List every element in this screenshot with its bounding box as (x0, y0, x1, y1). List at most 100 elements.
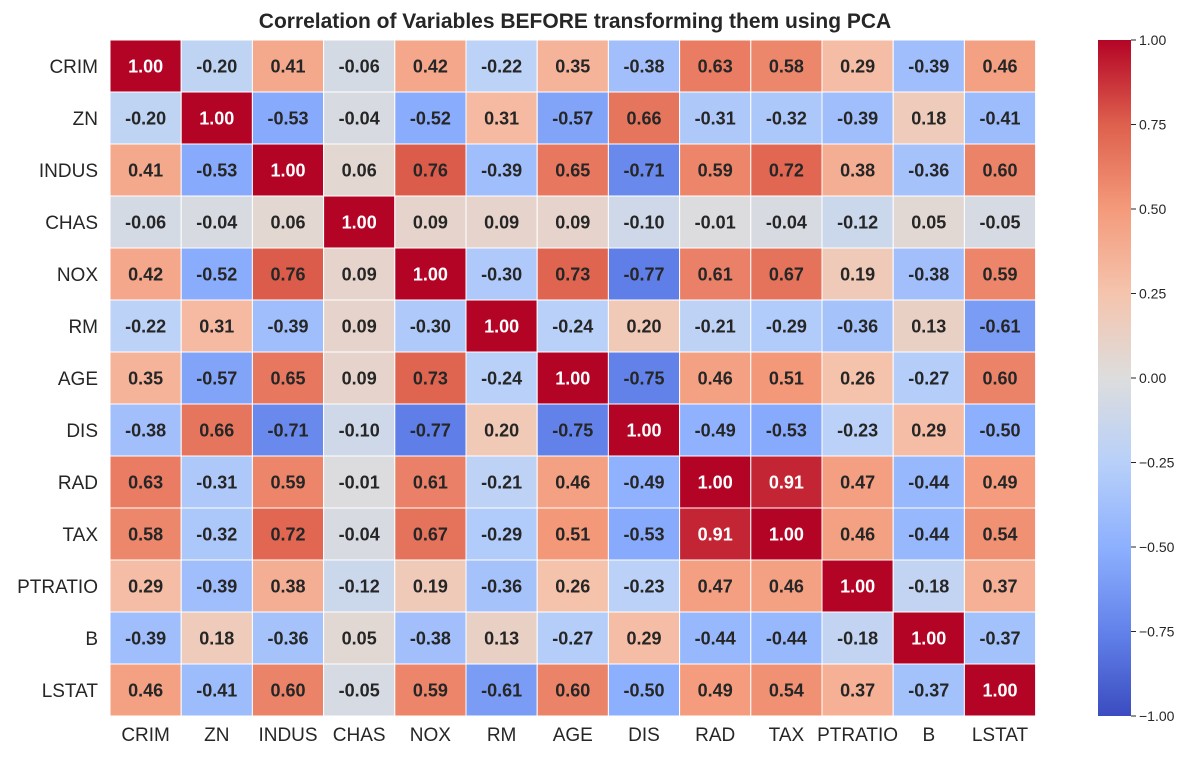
heatmap-cell-b-chas (323, 611, 396, 665)
cell-value-label: 0.76 (270, 265, 305, 285)
heatmap-cell-lstat-chas (323, 663, 396, 717)
cell-value-label: 0.09 (413, 213, 448, 233)
cell-value-label: 0.47 (698, 577, 733, 597)
cell-value-label: -0.22 (125, 317, 166, 337)
heatmap-cell-nox-b (892, 247, 965, 301)
cell-value-label: -0.39 (481, 161, 522, 181)
cell-value-label: -0.57 (196, 369, 237, 389)
heatmap-cell-ptratio-b (892, 559, 965, 613)
heatmap-cell-tax-chas (323, 507, 396, 561)
heatmap-cell-chas-lstat (963, 195, 1037, 249)
x-tick-label-rad: RAD (695, 725, 735, 746)
heatmap-cell-b-ptratio (821, 611, 894, 665)
heatmap-cell-lstat-crim (109, 663, 182, 717)
heatmap-cell-age-nox (394, 351, 467, 405)
cell-value-label: 0.37 (840, 681, 875, 701)
heatmap-cell-rm-lstat (963, 299, 1037, 353)
cell-value-label: 1.00 (698, 473, 733, 493)
heatmap-cell-rad-crim (109, 455, 182, 509)
heatmap-cell-rm-dis (607, 299, 681, 353)
heatmap-cell-rad-rad (679, 455, 752, 509)
heatmap-cell-b-indus (251, 611, 325, 665)
cell-value-label: -0.41 (196, 681, 237, 701)
cell-value-label: 1.00 (982, 681, 1017, 701)
cell-value-label: 0.38 (270, 577, 305, 597)
colorbar-tick-label: 0.00 (1139, 370, 1166, 386)
cell-value-label: 0.26 (840, 369, 875, 389)
heatmap-cell-tax-nox (394, 507, 467, 561)
cell-value-label: 0.06 (342, 161, 377, 181)
cell-value-label: 1.00 (911, 629, 946, 649)
cell-value-label: -0.29 (766, 317, 807, 337)
x-tick-label-ptratio: PTRATIO (817, 725, 898, 746)
cell-value-label: -0.71 (267, 421, 308, 441)
cell-value-label: 0.09 (342, 317, 377, 337)
cell-value-label: -0.38 (623, 57, 664, 77)
cell-value-label: 0.26 (555, 577, 590, 597)
cell-value-label: -0.75 (623, 369, 664, 389)
heatmap-cell-zn-age (536, 91, 609, 145)
cell-value-label: 0.91 (769, 473, 804, 493)
cell-value-label: -0.71 (623, 161, 664, 181)
heatmap-cell-indus-crim (109, 143, 182, 197)
x-tick-label-rm: RM (487, 725, 517, 746)
cell-value-label: -0.44 (908, 525, 949, 545)
heatmap-cell-dis-b (892, 403, 965, 457)
cell-value-label: -0.21 (481, 473, 522, 493)
x-tick-label-indus: INDUS (258, 725, 317, 746)
cell-value-label: 0.29 (911, 421, 946, 441)
heatmap-cell-tax-rad (679, 507, 752, 561)
cell-value-label: -0.31 (695, 109, 736, 129)
cell-value-label: -0.24 (552, 317, 593, 337)
cell-value-label: 1.00 (270, 161, 305, 181)
cell-value-label: 1.00 (484, 317, 519, 337)
cell-value-label: -0.75 (552, 421, 593, 441)
heatmap-cell-lstat-lstat (963, 663, 1037, 717)
heatmap-cell-age-tax (750, 351, 823, 405)
cell-value-label: 0.19 (413, 577, 448, 597)
cell-value-label: 0.49 (982, 473, 1017, 493)
cell-value-label: 0.65 (555, 161, 590, 181)
cell-value-label: 0.41 (128, 161, 163, 181)
heatmap-cell-crim-indus (251, 39, 325, 93)
heatmap-cell-crim-tax (750, 39, 823, 93)
cell-value-label: 0.29 (128, 577, 163, 597)
cell-value-label: 0.72 (769, 161, 804, 181)
cell-value-label: -0.39 (837, 109, 878, 129)
cell-value-label: 0.05 (911, 213, 946, 233)
cell-value-label: 0.65 (270, 369, 305, 389)
heatmap-cell-lstat-nox (394, 663, 467, 717)
cell-value-label: 0.47 (840, 473, 875, 493)
heatmap-cell-zn-rm (465, 91, 538, 145)
heatmap-cell-chas-rm (465, 195, 538, 249)
heatmap-cell-chas-tax (750, 195, 823, 249)
x-tick-label-age: AGE (553, 725, 593, 746)
cell-value-label: -0.10 (623, 213, 664, 233)
cell-value-label: -0.38 (908, 265, 949, 285)
cell-value-label: 0.51 (769, 369, 804, 389)
heatmap-cell-tax-indus (251, 507, 325, 561)
cell-value-label: 0.51 (555, 525, 590, 545)
heatmap-cell-rad-b (892, 455, 965, 509)
heatmap-cell-chas-ptratio (821, 195, 894, 249)
cell-value-label: 0.63 (128, 473, 163, 493)
cell-value-label: 0.05 (342, 629, 377, 649)
cell-value-label: -0.22 (481, 57, 522, 77)
heatmap-cell-zn-nox (394, 91, 467, 145)
cell-value-label: 0.67 (413, 525, 448, 545)
x-tick-label-dis: DIS (628, 725, 660, 746)
cell-value-label: 1.00 (413, 265, 448, 285)
heatmap-cell-tax-tax (750, 507, 823, 561)
cell-value-label: -0.23 (623, 577, 664, 597)
cell-value-label: -0.36 (481, 577, 522, 597)
heatmap-cell-ptratio-zn (180, 559, 253, 613)
cell-value-label: 0.31 (199, 317, 234, 337)
cell-value-label: 0.29 (840, 57, 875, 77)
cell-value-label: 0.42 (128, 265, 163, 285)
heatmap-cell-b-nox (394, 611, 467, 665)
heatmap-cell-rm-b (892, 299, 965, 353)
heatmap-cell-age-lstat (963, 351, 1037, 405)
cell-value-label: 0.67 (769, 265, 804, 285)
cell-value-label: 0.60 (982, 161, 1017, 181)
cell-value-label: 0.63 (698, 57, 733, 77)
